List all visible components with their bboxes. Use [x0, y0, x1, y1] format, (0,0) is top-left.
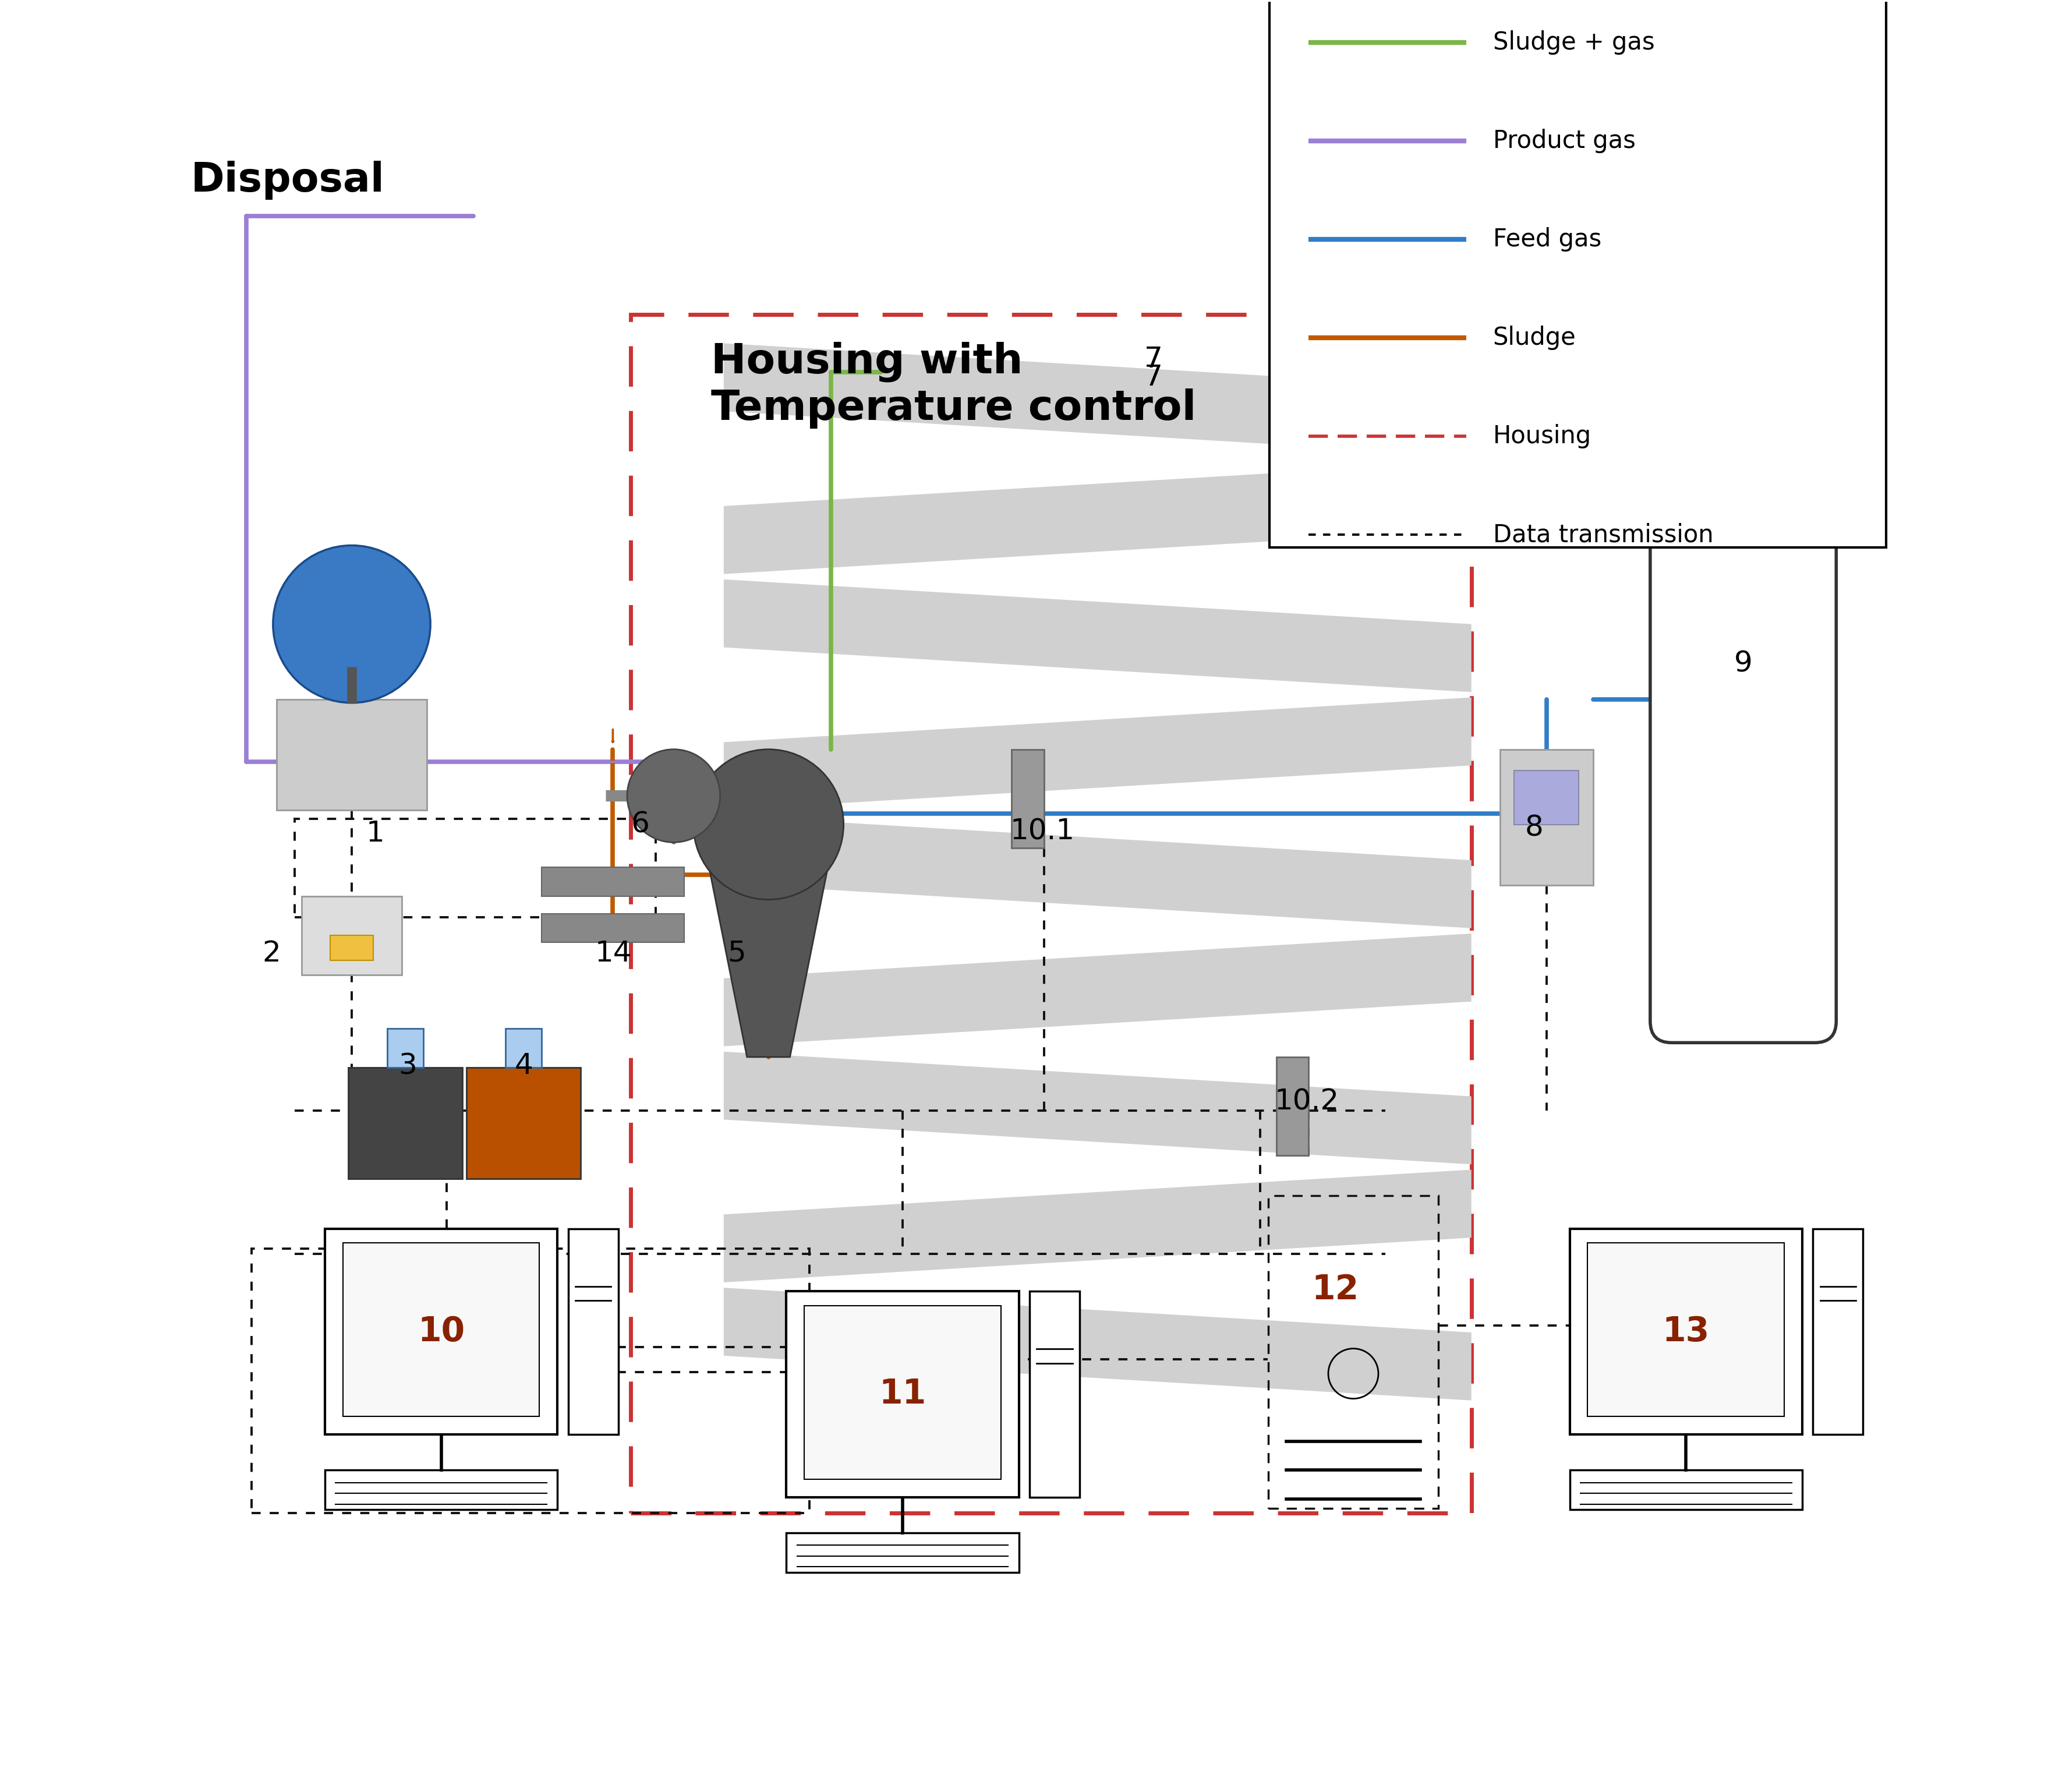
Polygon shape	[723, 697, 1471, 810]
Bar	[331, 935, 374, 961]
Bar	[787, 1292, 1019, 1496]
Text: 8: 8	[1525, 814, 1543, 842]
Bar	[1813, 1229, 1862, 1434]
Bar	[388, 1029, 423, 1068]
Text: 13: 13	[1662, 1315, 1710, 1348]
Bar	[302, 896, 401, 975]
Text: 10.2: 10.2	[1274, 1088, 1340, 1116]
Polygon shape	[723, 344, 1471, 455]
Text: 6: 6	[631, 810, 649, 839]
Text: Data transmission: Data transmission	[1492, 523, 1712, 547]
Bar	[1011, 749, 1044, 848]
Bar	[466, 1068, 580, 1179]
Polygon shape	[723, 579, 1471, 692]
Bar	[325, 1469, 557, 1509]
Bar	[1586, 1244, 1784, 1416]
Bar	[804, 1306, 1001, 1478]
Circle shape	[627, 749, 719, 842]
Polygon shape	[723, 1288, 1471, 1400]
Bar	[506, 1029, 540, 1068]
Text: 7: 7	[1145, 364, 1163, 391]
Polygon shape	[723, 1170, 1471, 1283]
Text: 1: 1	[366, 819, 384, 848]
FancyBboxPatch shape	[1650, 444, 1835, 1043]
Bar	[1030, 1292, 1079, 1496]
Polygon shape	[723, 815, 1471, 928]
Text: Sludge + gas: Sludge + gas	[1492, 30, 1654, 56]
Bar	[1570, 1469, 1802, 1509]
Bar	[1718, 400, 1767, 466]
Bar	[1268, 0, 1886, 547]
Bar	[1500, 749, 1593, 885]
Text: Housing: Housing	[1492, 425, 1591, 448]
Bar	[1276, 1057, 1309, 1156]
Text: 3: 3	[399, 1052, 417, 1081]
Text: 12: 12	[1311, 1272, 1358, 1306]
Bar	[347, 1068, 462, 1179]
Bar	[540, 914, 684, 943]
Bar	[1570, 1229, 1802, 1434]
Circle shape	[273, 545, 429, 702]
Bar	[1515, 771, 1578, 824]
Polygon shape	[723, 1052, 1471, 1165]
Bar	[1268, 1195, 1438, 1509]
Polygon shape	[701, 824, 836, 1057]
Text: 4: 4	[514, 1052, 532, 1081]
Bar	[251, 1249, 810, 1512]
Text: 10.1: 10.1	[1009, 817, 1075, 846]
Text: 5: 5	[727, 939, 746, 968]
Text: Disposal: Disposal	[191, 161, 384, 201]
Bar	[567, 1229, 619, 1434]
Bar	[540, 867, 684, 896]
Text: 10: 10	[417, 1315, 464, 1348]
Text: Sludge: Sludge	[1492, 326, 1576, 349]
Bar	[787, 1532, 1019, 1572]
Bar	[631, 315, 1471, 1512]
Text: 7: 7	[1145, 346, 1163, 373]
Circle shape	[693, 749, 843, 900]
Text: 11: 11	[880, 1378, 927, 1410]
Bar	[277, 699, 427, 810]
Text: 2: 2	[263, 939, 282, 968]
Text: Housing with
Temperature control: Housing with Temperature control	[711, 342, 1196, 428]
Bar	[343, 1244, 538, 1416]
Text: Product gas: Product gas	[1492, 129, 1636, 154]
Polygon shape	[723, 461, 1471, 573]
Text: Feed gas: Feed gas	[1492, 228, 1601, 251]
Bar	[325, 1229, 557, 1434]
Polygon shape	[723, 934, 1471, 1047]
FancyBboxPatch shape	[1710, 335, 1776, 409]
Text: 14: 14	[594, 939, 631, 968]
Text: 9: 9	[1734, 649, 1753, 677]
Bar	[294, 819, 656, 918]
